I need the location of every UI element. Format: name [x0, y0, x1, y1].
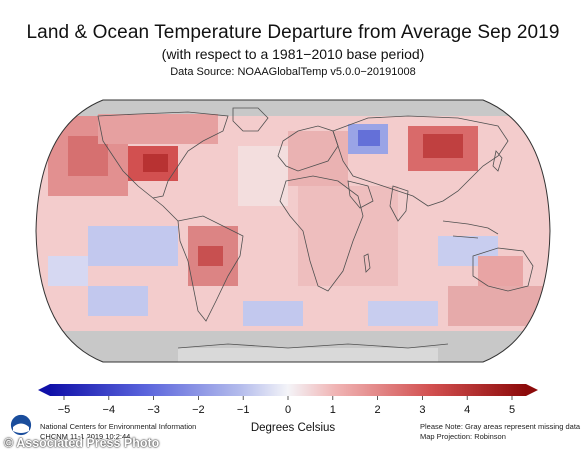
- colorbar-tick-label: 3: [419, 404, 425, 416]
- watermark: © Associated Press Photo: [4, 436, 160, 450]
- colorbar-tick-label: −2: [192, 404, 205, 416]
- data-source: Data Source: NOAAGlobalTemp v5.0.0−20191…: [170, 66, 416, 78]
- colorbar-tick-label: −5: [58, 404, 71, 416]
- temperature-anomaly-map: [35, 99, 551, 363]
- colorbar-high-arrow: [526, 384, 538, 396]
- colorbar-tick-label: 1: [330, 404, 336, 416]
- continent-outlines: [97, 107, 550, 349]
- colorbar-tick-label: 0: [285, 404, 291, 416]
- credit-org: National Centers for Environmental Infor…: [40, 422, 197, 431]
- projection-note: Map Projection: Robinson: [420, 432, 506, 441]
- temperature-colorbar: −5 −4 −3 −2 −1 0 1 2 3 4 5: [38, 384, 538, 416]
- colorbar-tick-label: −4: [103, 404, 116, 416]
- colorbar-tick-label: 4: [464, 404, 470, 416]
- credit-id: CHCNM 11-1 2019 10:2:44: [40, 432, 131, 441]
- colorbar-tick-label: −3: [147, 404, 160, 416]
- credit-right: Please Note: Gray areas represent missin…: [420, 422, 580, 442]
- map-title: Land & Ocean Temperature Departure from …: [26, 22, 560, 43]
- colorbar-tick-label: 2: [375, 404, 381, 416]
- colorbar-tick-label: −1: [237, 404, 250, 416]
- colorbar-label: Degrees Celsius: [250, 422, 336, 434]
- credit-left: National Centers for Environmental Infor…: [40, 422, 196, 442]
- noaa-logo-icon: [10, 414, 32, 436]
- missing-data-note: Please Note: Gray areas represent missin…: [420, 422, 581, 431]
- colorbar-gradient: [50, 384, 526, 396]
- colorbar-tick-label: 5: [509, 404, 515, 416]
- map-subtitle: (with respect to a 1981−2010 base period…: [161, 46, 425, 62]
- colorbar-low-arrow: [38, 384, 50, 396]
